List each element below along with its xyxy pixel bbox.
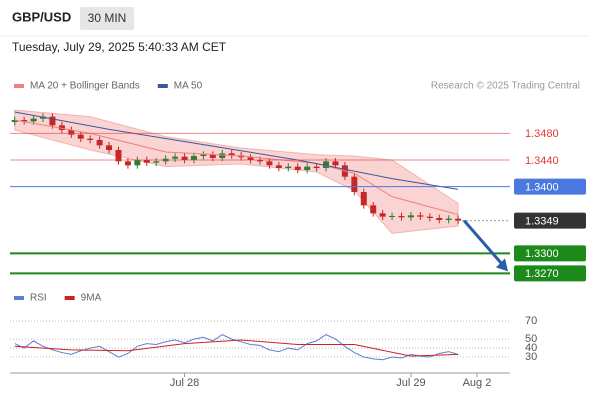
bollinger-band <box>14 109 459 234</box>
level-label: 1.3440 <box>525 155 559 167</box>
candle-body <box>407 215 414 218</box>
candle-body <box>106 145 113 150</box>
candle-body <box>115 150 122 162</box>
level-label: 1.3480 <box>525 128 559 140</box>
candle-body <box>304 166 311 170</box>
candle-body <box>398 216 405 218</box>
candle-body <box>143 160 150 163</box>
legend-swatch <box>157 84 168 88</box>
candle-body <box>153 161 160 163</box>
candle-body <box>257 160 263 162</box>
x-tick-label: Jul 29 <box>396 377 425 389</box>
level-label: 1.3300 <box>525 248 559 260</box>
candle-body <box>200 154 207 156</box>
level-label-box <box>514 245 586 262</box>
candle-body <box>266 161 273 166</box>
candle-body <box>49 116 56 126</box>
candle-body <box>21 120 28 122</box>
timestamp: Tuesday, July 29, 2025 5:40:33 AM CET <box>12 40 227 54</box>
symbol: GBP/USD <box>12 9 71 24</box>
projection-arrowhead <box>496 258 508 272</box>
candle-body <box>445 218 452 220</box>
candle-body <box>209 154 216 158</box>
legend-label: MA 50 <box>174 81 203 92</box>
candle-body <box>275 165 282 168</box>
candle-body <box>313 166 320 168</box>
candle-body <box>58 125 65 130</box>
candle-body <box>389 216 396 217</box>
y-tick-label: 30 <box>525 351 537 363</box>
candle-body <box>436 218 443 220</box>
level-label: 1.3400 <box>525 182 559 194</box>
legend-swatch <box>14 296 24 300</box>
candle-body <box>379 213 386 217</box>
candle-body <box>417 215 424 217</box>
candle-body <box>332 161 339 166</box>
candle-body <box>181 156 188 160</box>
candle-body <box>247 157 254 160</box>
candle-body <box>68 130 75 135</box>
level-label-box <box>514 212 586 229</box>
y-tick-label: 50 <box>525 333 537 345</box>
interval-box <box>80 7 134 30</box>
legend-label: MA 20 + Bollinger Bands <box>30 81 140 92</box>
level-label-box <box>514 178 586 195</box>
level-label-box <box>514 265 586 282</box>
x-tick-label: Jul 28 <box>170 377 199 389</box>
candle-body <box>294 166 301 170</box>
projection-arrow <box>462 219 506 268</box>
candle-body <box>323 161 330 168</box>
candle-body <box>30 118 37 122</box>
candle-body <box>96 140 103 146</box>
candle-body <box>370 205 377 214</box>
candle-body <box>190 156 197 160</box>
x-tick-label: Aug 2 <box>463 377 492 389</box>
candle-body <box>426 216 433 218</box>
legend-swatch <box>64 296 75 300</box>
level-label: 1.3349 <box>525 216 559 228</box>
candle-body <box>285 166 292 168</box>
rsi-line <box>14 339 459 357</box>
candle-body <box>455 218 462 221</box>
rsi-line <box>14 334 459 361</box>
legend-label: RSI <box>30 293 47 304</box>
ma-line <box>14 111 459 190</box>
candle-body <box>77 134 84 139</box>
candle-body <box>11 120 18 122</box>
candle-body <box>172 156 179 159</box>
interval: 30 MIN <box>88 11 127 25</box>
level-label: 1.3270 <box>525 268 559 280</box>
y-tick-label: 70 <box>525 315 537 327</box>
candle-body <box>360 192 367 206</box>
source: Research © 2025 Trading Central <box>431 81 580 92</box>
candle-body <box>87 138 94 140</box>
legend-label: 9MA <box>81 293 102 304</box>
candle-body <box>134 160 141 166</box>
y-tick-label: 40 <box>525 342 537 354</box>
candle-body <box>228 153 235 156</box>
candle-body <box>219 153 226 158</box>
candle-body <box>124 161 131 166</box>
candle-body <box>351 176 358 192</box>
legend-swatch <box>14 84 24 88</box>
